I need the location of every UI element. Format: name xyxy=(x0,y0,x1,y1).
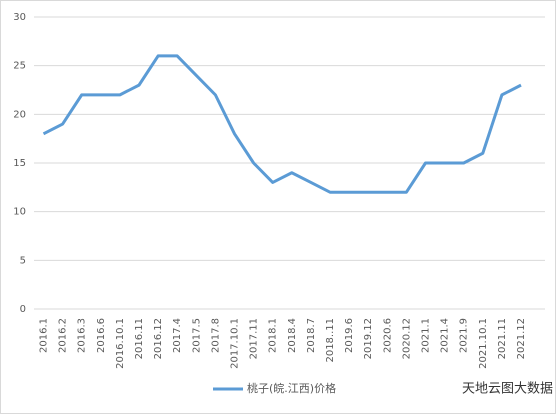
x-tick-label: 2016.12 xyxy=(153,318,164,359)
y-tick-label: 15 xyxy=(13,158,26,169)
x-tick-label: 2019.12 xyxy=(363,318,374,359)
y-tick-label: 10 xyxy=(13,207,26,218)
x-tick-label: 2017.8 xyxy=(210,318,221,353)
y-tick-label: 0 xyxy=(20,304,26,315)
x-tick-label: 2017.10.1 xyxy=(230,318,241,369)
legend-label: 桃子(皖.江西)价格 xyxy=(247,381,336,395)
watermark: 天地云图大数据 xyxy=(462,382,553,397)
x-tick-label: 2018.7 xyxy=(306,318,317,353)
x-tick-label: 2016.6 xyxy=(96,318,107,353)
y-tick-label: 5 xyxy=(20,255,26,266)
x-tick-label: 2021.12 xyxy=(516,318,527,359)
y-tick-label: 20 xyxy=(13,109,26,120)
y-tick-label: 30 xyxy=(13,12,26,23)
x-tick-label: 2021.1 xyxy=(421,318,432,353)
x-tick-label: 2017.4 xyxy=(172,318,183,353)
x-tick-label: 2016.10.1 xyxy=(115,318,126,369)
x-tick-label: 2017.11 xyxy=(249,318,260,359)
x-tick-label: 2020.12 xyxy=(401,318,412,359)
x-tick-label: 2016.1 xyxy=(39,318,50,353)
x-tick-label: 2018.1 xyxy=(268,318,279,353)
x-tick-label: 2016.2 xyxy=(58,318,69,353)
x-tick-label: 2021.11 xyxy=(497,318,508,359)
x-tick-label: 2016.11 xyxy=(134,318,145,359)
x-tick-label: 2021.10.1 xyxy=(478,318,489,369)
x-tick-label: 2018.4 xyxy=(287,318,298,353)
y-tick-label: 25 xyxy=(13,61,26,72)
x-tick-label: 2017.5 xyxy=(191,318,202,353)
data-line xyxy=(42,54,522,194)
x-tick-label: 2018..11 xyxy=(325,318,336,363)
x-tick-label: 2021.9 xyxy=(459,318,470,353)
x-tick-label: 2021.4 xyxy=(440,318,451,353)
x-tick-label: 2019.6 xyxy=(344,318,355,353)
x-tick-label: 2020.6 xyxy=(382,318,393,353)
x-tick-label: 2016.3 xyxy=(77,318,88,353)
